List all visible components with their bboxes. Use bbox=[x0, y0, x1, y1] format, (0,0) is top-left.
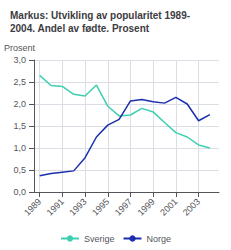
svg-text:Norge: Norge bbox=[147, 234, 172, 244]
svg-text:Prosent: Prosent bbox=[4, 43, 36, 53]
svg-text:Sverige: Sverige bbox=[84, 234, 115, 244]
svg-text:1,0: 1,0 bbox=[13, 143, 26, 153]
svg-text:2001: 2001 bbox=[158, 196, 179, 217]
svg-text:0,0: 0,0 bbox=[13, 187, 26, 197]
svg-text:1993: 1993 bbox=[67, 196, 88, 217]
svg-text:2003: 2003 bbox=[181, 196, 202, 217]
svg-text:2004. Andel av fødte. Prosent: 2004. Andel av fødte. Prosent bbox=[10, 23, 150, 34]
svg-text:1999: 1999 bbox=[135, 196, 156, 217]
svg-text:Markus: Utvikling av popularit: Markus: Utvikling av popularitet 1989- bbox=[10, 10, 190, 21]
svg-text:3,0: 3,0 bbox=[13, 55, 26, 65]
svg-text:0,5: 0,5 bbox=[13, 165, 26, 175]
svg-text:1989: 1989 bbox=[22, 196, 43, 217]
svg-text:2,5: 2,5 bbox=[13, 77, 26, 87]
svg-text:1,5: 1,5 bbox=[13, 121, 26, 131]
svg-text:1995: 1995 bbox=[90, 196, 111, 217]
svg-text:1991: 1991 bbox=[45, 196, 66, 217]
svg-text:2,0: 2,0 bbox=[13, 99, 26, 109]
svg-text:1997: 1997 bbox=[113, 196, 134, 217]
